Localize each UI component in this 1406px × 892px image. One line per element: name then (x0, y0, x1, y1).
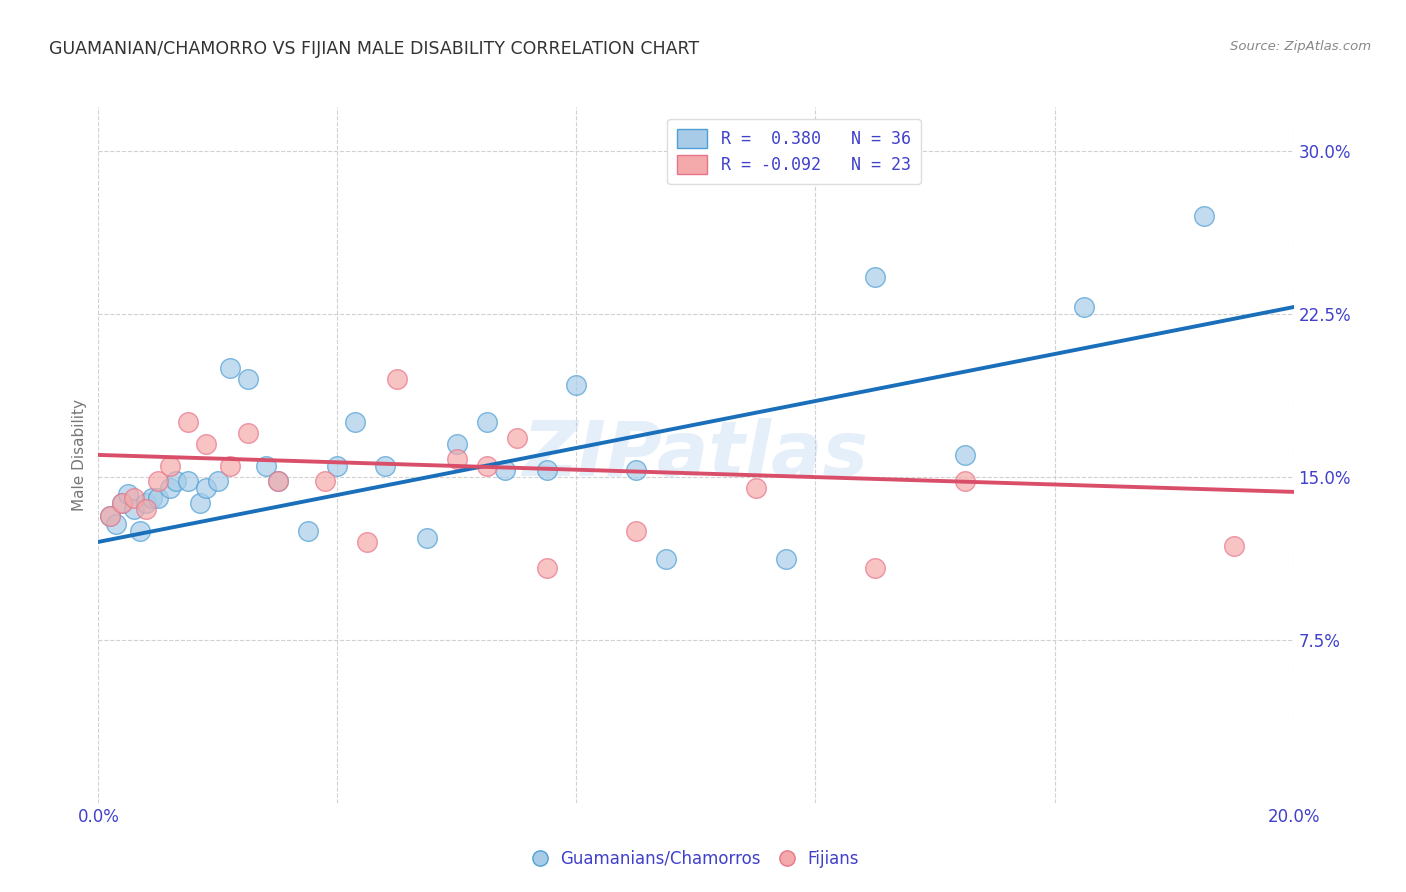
Point (177, 415, 200, 429)
Point (536, 561, 558, 575)
Point (446, 437, 468, 451)
Point (267, 474, 290, 488)
Point (98, 508, 122, 523)
Point (475, 415, 498, 429)
Point (297, 524, 319, 538)
Point (236, 426, 259, 441)
Point (655, 552, 678, 566)
Point (124, 491, 146, 506)
Point (135, 502, 157, 516)
Point (344, 415, 367, 429)
Point (135, 496, 157, 510)
Legend: Guamanians/Chamorros, Fijians: Guamanians/Chamorros, Fijians (527, 843, 865, 874)
Point (236, 372, 259, 386)
Point (745, 481, 768, 495)
Text: GUAMANIAN/CHAMORRO VS FIJIAN MALE DISABILITY CORRELATION CHART: GUAMANIAN/CHAMORRO VS FIJIAN MALE DISABI… (49, 40, 699, 58)
Point (148, 474, 170, 488)
Point (105, 517, 128, 532)
Point (326, 458, 349, 473)
Text: Source: ZipAtlas.com: Source: ZipAtlas.com (1230, 40, 1371, 54)
Point (188, 496, 211, 510)
Point (159, 458, 181, 473)
Point (1223, 539, 1246, 553)
Point (624, 463, 647, 477)
Point (111, 496, 134, 510)
Point (1192, 209, 1215, 223)
Point (865, 561, 887, 575)
Y-axis label: Male Disability: Male Disability (72, 399, 87, 511)
Point (475, 458, 498, 473)
Point (953, 448, 976, 462)
Point (219, 360, 242, 375)
Point (953, 474, 976, 488)
Point (159, 481, 181, 495)
Point (356, 535, 378, 549)
Point (124, 502, 146, 516)
Point (315, 474, 337, 488)
Point (148, 491, 170, 506)
Text: ZIPatlas: ZIPatlas (523, 418, 869, 491)
Point (775, 552, 797, 566)
Point (506, 431, 529, 445)
Point (207, 474, 229, 488)
Point (194, 437, 218, 451)
Point (494, 463, 516, 477)
Point (194, 481, 218, 495)
Point (98, 508, 122, 523)
Point (129, 524, 152, 538)
Point (111, 496, 134, 510)
Point (536, 463, 558, 477)
Point (254, 458, 277, 473)
Point (165, 474, 187, 488)
Point (267, 474, 290, 488)
Point (865, 269, 887, 284)
Point (374, 458, 396, 473)
Point (141, 491, 163, 506)
Point (565, 378, 588, 392)
Point (416, 531, 439, 545)
Point (177, 474, 200, 488)
Point (117, 487, 139, 501)
Point (1073, 300, 1095, 314)
Point (219, 458, 242, 473)
Point (624, 524, 647, 538)
Point (446, 452, 468, 467)
Point (385, 372, 409, 386)
